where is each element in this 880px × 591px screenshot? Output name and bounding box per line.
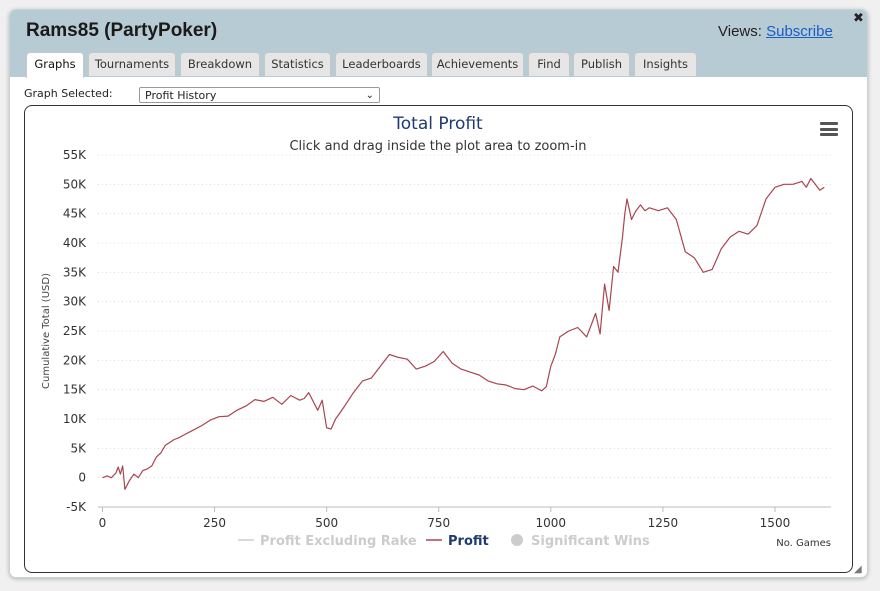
tab-find[interactable]: Find — [528, 52, 570, 76]
x-tick-label: 750 — [427, 516, 450, 530]
y-tick-label: 10K — [63, 412, 87, 426]
y-tick-label: 0 — [78, 471, 86, 485]
dialog-titlebar: Rams85 (PartyPoker) Views: Subscribe ✖ G… — [10, 10, 867, 78]
chevron-down-icon: ⌄ — [365, 90, 374, 101]
tab-leaderboards[interactable]: Leaderboards — [335, 52, 428, 76]
x-tick-label: 0 — [99, 516, 107, 530]
chart-title: Total Profit — [392, 114, 483, 134]
chart-subtitle: Click and drag inside the plot area to z… — [289, 139, 586, 154]
profile-dialog: Rams85 (PartyPoker) Views: Subscribe ✖ G… — [9, 9, 868, 578]
x-tick-label: 500 — [315, 516, 338, 530]
tab-insights[interactable]: Insights — [634, 52, 697, 76]
views-area: Views: Subscribe — [718, 23, 833, 40]
close-icon[interactable]: ✖ — [853, 11, 864, 26]
subscribe-link[interactable]: Subscribe — [766, 23, 833, 40]
y-axis-label: Cumulative Total (USD) — [41, 273, 52, 389]
graph-select[interactable]: Profit History ⌄ — [139, 87, 380, 103]
y-tick-label: 50K — [63, 177, 87, 191]
x-tick-label: 1500 — [760, 516, 791, 530]
tab-tournaments[interactable]: Tournaments — [88, 52, 176, 76]
y-tick-label: 45K — [63, 207, 87, 221]
legend-item-label[interactable]: Significant Wins — [531, 534, 650, 549]
profit-chart[interactable]: Total Profit Click and drag inside the p… — [25, 106, 852, 572]
legend-circle-icon — [511, 534, 523, 546]
y-tick-label: 55K — [63, 148, 87, 162]
legend-item-label[interactable]: Profit — [448, 534, 489, 549]
tab-publish[interactable]: Publish — [573, 52, 630, 76]
resize-handle-icon[interactable]: ◢ — [854, 564, 862, 575]
y-tick-label: 5K — [70, 441, 87, 455]
y-tick-label: 30K — [63, 295, 87, 309]
x-axis-label: No. Games — [776, 538, 831, 549]
views-label: Views: — [718, 23, 762, 40]
y-tick-label: 25K — [63, 324, 87, 338]
y-tick-label: 40K — [63, 236, 87, 250]
chart-menu-icon[interactable] — [820, 122, 838, 136]
tab-breakdown[interactable]: Breakdown — [180, 52, 260, 76]
y-tick-label: 20K — [63, 353, 87, 367]
tab-statistics[interactable]: Statistics — [264, 52, 331, 76]
x-tick-label: 1000 — [536, 516, 567, 530]
y-tick-label: -5K — [66, 500, 87, 514]
tab-achievements[interactable]: Achievements — [431, 52, 524, 76]
x-tick-label: 250 — [203, 516, 226, 530]
x-tick-label: 1250 — [648, 516, 679, 530]
legend-item-label[interactable]: Profit Excluding Rake — [260, 534, 417, 549]
y-tick-label: 35K — [63, 265, 87, 279]
profit-series-line[interactable] — [102, 177, 825, 490]
graph-selected-label: Graph Selected: — [24, 87, 113, 100]
graph-select-value: Profit History — [145, 89, 217, 102]
y-tick-label: 15K — [63, 383, 87, 397]
chart-panel: Total Profit Click and drag inside the p… — [24, 105, 853, 573]
player-title: Rams85 (PartyPoker) — [26, 20, 218, 41]
tab-graphs[interactable]: Graphs — [26, 52, 84, 78]
